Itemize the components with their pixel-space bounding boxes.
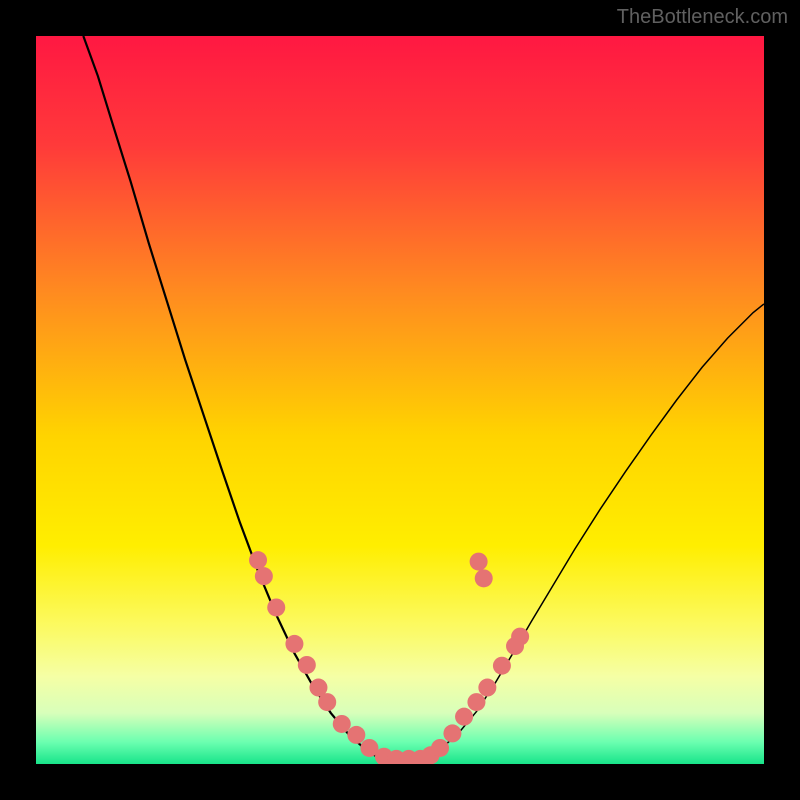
- data-marker: [318, 693, 336, 711]
- data-marker: [255, 567, 273, 585]
- data-marker: [267, 598, 285, 616]
- data-marker: [347, 726, 365, 744]
- data-marker: [455, 708, 473, 726]
- bottleneck-chart: [36, 36, 764, 764]
- gradient-background: [36, 36, 764, 764]
- data-marker: [285, 635, 303, 653]
- data-marker: [470, 553, 488, 571]
- data-marker: [431, 739, 449, 757]
- data-marker: [467, 693, 485, 711]
- data-marker: [506, 637, 524, 655]
- data-marker: [475, 569, 493, 587]
- data-marker: [443, 724, 461, 742]
- data-marker: [249, 551, 267, 569]
- data-marker: [298, 656, 316, 674]
- data-marker: [493, 657, 511, 675]
- data-marker: [478, 679, 496, 697]
- attribution-text: TheBottleneck.com: [617, 6, 788, 29]
- data-marker: [333, 715, 351, 733]
